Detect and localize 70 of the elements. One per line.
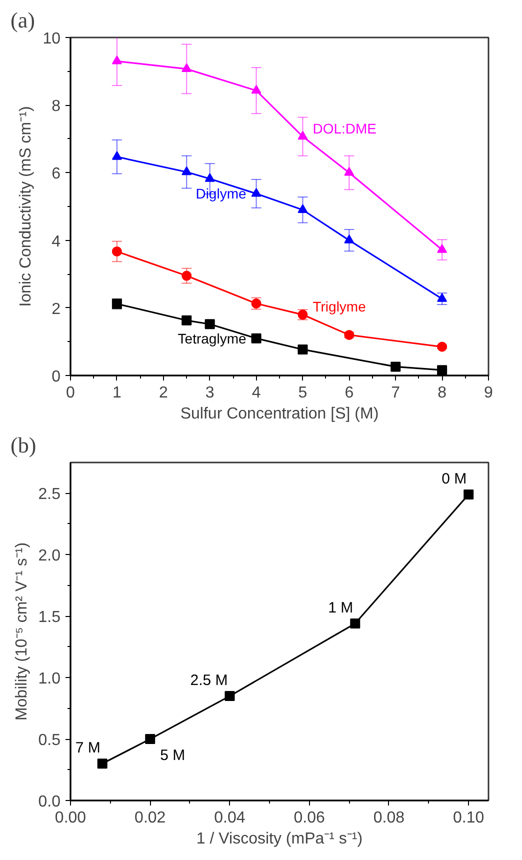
y-tick-label: 0.0 — [38, 794, 61, 810]
x-tick-label: 6 — [344, 384, 354, 402]
point — [298, 344, 308, 354]
x-tick-label: 9 — [484, 384, 494, 402]
y-tick-label: 0 — [52, 368, 61, 386]
series-label: Diglyme — [196, 186, 246, 202]
annotation: 2.5 M — [190, 672, 228, 690]
x-tick-label: 0.04 — [214, 810, 246, 826]
point — [204, 173, 215, 182]
y-tick-label: 2 — [52, 300, 61, 318]
point — [298, 130, 308, 140]
y-tick-label: 0.5 — [38, 732, 61, 750]
x-tick-label: 1 — [112, 384, 122, 402]
series-label: Triglyme — [312, 298, 366, 315]
series-label: DOL:DME — [312, 120, 377, 137]
y-tick-label: 4 — [52, 233, 61, 250]
x-tick-label: 0 — [66, 384, 76, 402]
point — [437, 365, 448, 376]
point — [390, 362, 401, 372]
series-label: Tetraglyme — [178, 330, 246, 346]
x-tick-label: 3 — [205, 384, 214, 402]
x-tick-label: 0.00 — [54, 810, 86, 826]
point — [350, 618, 360, 629]
point — [112, 151, 122, 160]
y-tick-label: 10 — [42, 30, 61, 48]
point — [251, 188, 262, 197]
x-tick-label: 8 — [438, 384, 447, 402]
annotation: 0 M — [442, 470, 467, 488]
x-axis-title: Sulfur Concentration [S] (M) — [180, 406, 379, 422]
point — [112, 55, 122, 64]
y-tick-label: 2.0 — [38, 548, 61, 565]
point — [182, 63, 192, 72]
x-tick-label: 0.06 — [294, 810, 326, 826]
point — [437, 293, 448, 302]
point — [182, 270, 192, 281]
x-tick-label: 4 — [252, 384, 261, 402]
y-tick-label: 6 — [52, 166, 61, 183]
point — [97, 758, 108, 769]
point — [112, 246, 122, 256]
point — [437, 342, 448, 352]
x-tick-label: 5 — [298, 384, 308, 402]
annotation: 1 M — [328, 600, 354, 617]
chart-title: (a) — [10, 8, 35, 32]
x-axis-title: 1 / Viscosity (mPa⁻¹ s⁻¹) — [196, 830, 363, 848]
annotation: 5 M — [160, 747, 186, 764]
y-tick-label: 8 — [52, 98, 61, 116]
point — [437, 244, 448, 253]
x-tick-label: 7 — [391, 384, 400, 402]
x-tick-label: 2 — [158, 384, 168, 402]
point — [344, 167, 354, 176]
y-tick-label: 1.0 — [38, 670, 61, 688]
point — [251, 333, 262, 344]
point — [182, 315, 192, 326]
point — [298, 204, 308, 213]
annotation: 7 M — [75, 740, 100, 757]
point — [464, 489, 474, 500]
y-tick-label: 2.5 — [38, 486, 61, 504]
point — [344, 234, 354, 244]
x-tick-label: 0.10 — [453, 810, 484, 826]
point — [204, 319, 215, 330]
point — [224, 691, 235, 702]
point — [251, 84, 262, 94]
y-tick-label: 1.5 — [38, 609, 61, 626]
x-tick-label: 0.02 — [134, 810, 166, 826]
point — [145, 734, 156, 744]
x-tick-label: 0.08 — [373, 810, 405, 826]
y-axis-title: Ionic Conductivity (mS cm⁻¹) — [18, 106, 35, 307]
y-axis-title: Mobility (10⁻⁵ cm² V⁻¹ s⁻¹) — [13, 542, 30, 721]
point — [182, 166, 192, 176]
chart-title: (b) — [10, 432, 36, 458]
